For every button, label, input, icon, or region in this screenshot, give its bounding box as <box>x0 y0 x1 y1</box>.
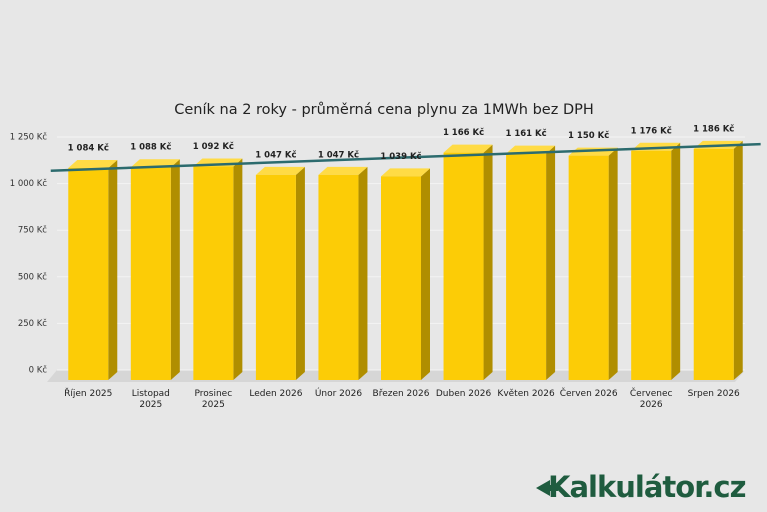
value-label: 1 047 Kč <box>255 149 296 160</box>
bar <box>631 142 681 380</box>
y-tick-label: 1 250 Kč <box>10 132 48 143</box>
bar <box>443 144 493 380</box>
x-tick-label: Červenec 2026 <box>629 389 673 410</box>
bar <box>568 147 618 380</box>
bar-front <box>693 148 734 380</box>
value-label: 1 186 Kč <box>693 123 734 134</box>
bar-side <box>733 140 743 380</box>
y-tick-label: 0 Kč <box>29 365 48 376</box>
x-tick-label: Listopad 2025 <box>131 389 170 410</box>
logo-arrow <box>536 480 558 496</box>
bar <box>381 168 430 380</box>
bar <box>506 145 556 380</box>
bar-side <box>170 159 180 380</box>
bar-side <box>546 145 556 380</box>
chart-title: Ceník na 2 roky - průměrná cena plynu za… <box>174 102 594 118</box>
bar-front <box>443 152 484 380</box>
x-tick-label: Březen 2026 <box>372 389 430 399</box>
bar <box>193 158 243 380</box>
x-tick-label: Květen 2026 <box>497 389 555 399</box>
bar-side <box>233 158 243 380</box>
bar-front <box>568 155 609 380</box>
value-label: 1 088 Kč <box>130 142 171 153</box>
bar-top <box>318 166 368 175</box>
bar-side <box>108 159 118 380</box>
x-tick-label: Srpen 2026 <box>687 389 740 399</box>
bar-side <box>295 166 305 380</box>
bar-front <box>193 166 234 380</box>
bar-top <box>381 168 430 177</box>
bar <box>255 166 305 380</box>
bar-side <box>421 168 430 380</box>
bar-front <box>255 174 296 380</box>
bar-side <box>671 142 681 380</box>
value-label: 1 047 Kč <box>318 149 359 160</box>
value-label: 1 161 Kč <box>505 128 546 139</box>
x-tick-label: Únor 2026 <box>314 389 363 399</box>
x-tick-label: Leden 2026 <box>249 389 303 399</box>
y-tick-label: 500 Kč <box>18 271 47 282</box>
x-tick-label: Prosinec 2025 <box>194 389 233 410</box>
x-tick-label: Říjen 2025 <box>64 389 113 399</box>
bar <box>693 140 743 380</box>
bar-top <box>255 166 305 175</box>
y-tick-label: 1 000 Kč <box>10 178 48 189</box>
value-label: 1 150 Kč <box>568 130 609 141</box>
bar-front <box>631 150 672 380</box>
value-label: 1 039 Kč <box>380 151 421 162</box>
bar-front <box>130 167 171 380</box>
value-label: 1 176 Kč <box>631 125 672 136</box>
bar-front <box>381 176 421 380</box>
bar-top <box>443 144 493 153</box>
y-tick-label: 250 Kč <box>18 318 47 329</box>
y-tick-label: 750 Kč <box>18 225 47 236</box>
bar <box>318 166 368 380</box>
value-label: 1 166 Kč <box>443 127 484 138</box>
bar-side <box>358 166 368 380</box>
bar-front <box>506 153 547 380</box>
x-tick-label: Červen 2026 <box>559 389 618 399</box>
value-label: 1 084 Kč <box>68 142 109 153</box>
bar <box>68 159 118 380</box>
bar-front <box>68 167 109 380</box>
logo: Kalkulátor.cz <box>548 470 746 504</box>
bar-side <box>608 147 618 380</box>
trendline <box>50 142 761 173</box>
bar-top <box>68 159 118 168</box>
bar-front <box>318 174 359 380</box>
value-label: 1 092 Kč <box>193 141 234 152</box>
bar-side <box>483 144 493 380</box>
x-tick-label: Duben 2026 <box>435 389 492 399</box>
bar <box>130 159 180 380</box>
